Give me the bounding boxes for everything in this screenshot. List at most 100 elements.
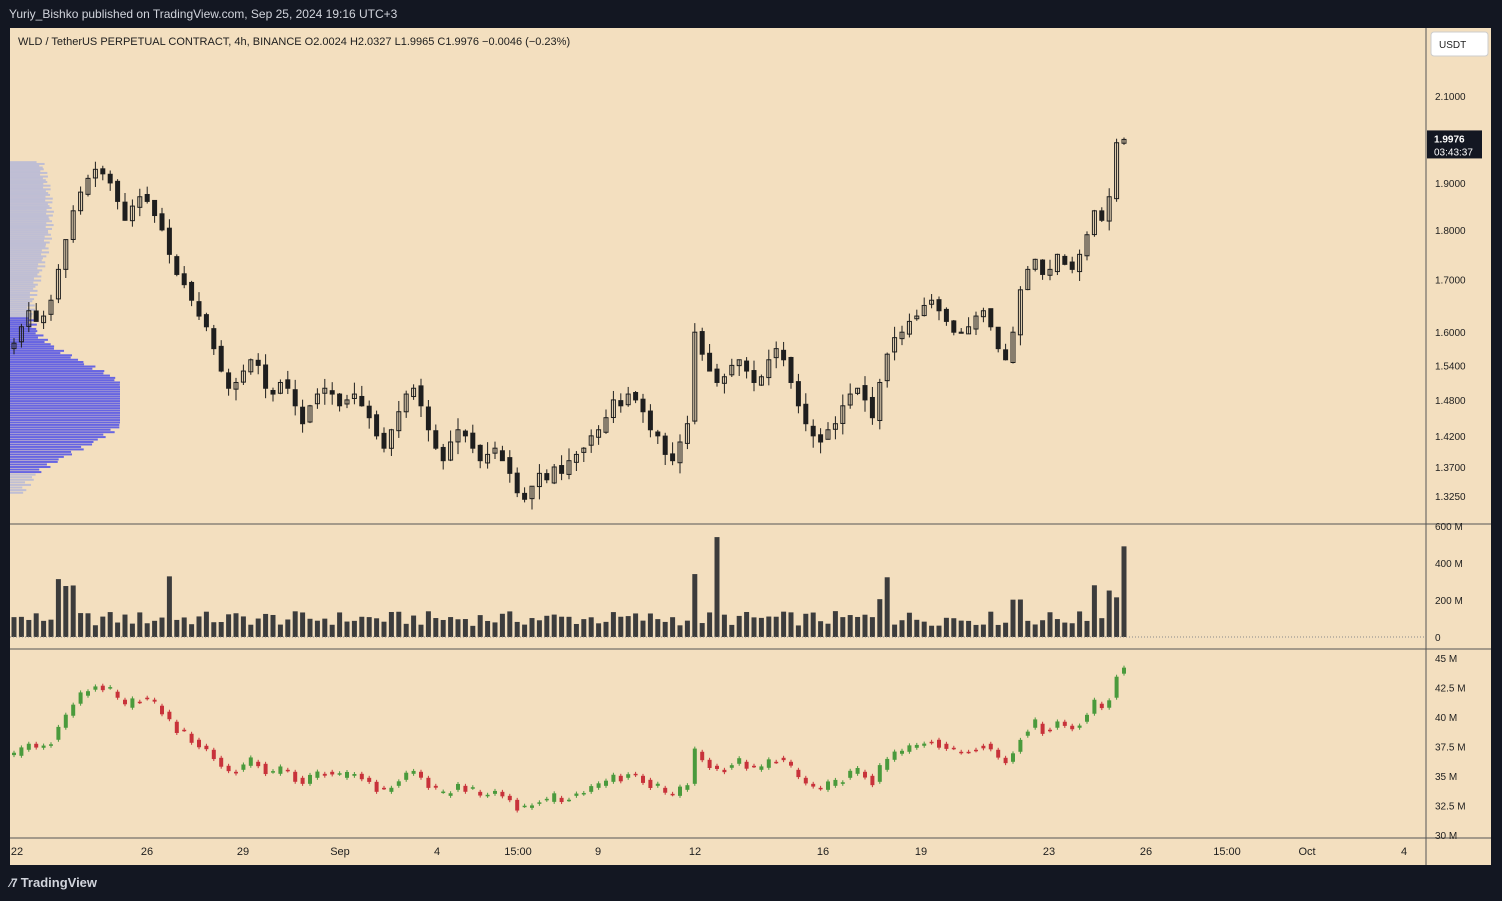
- volume-profile-row: [10, 296, 30, 299]
- volume-profile-row: [10, 448, 84, 451]
- volume-profile-row: [10, 239, 44, 242]
- time-tick-label: 19: [915, 846, 927, 858]
- price-candle-body: [551, 466, 557, 484]
- volume-bar: [137, 612, 143, 637]
- volume-profile-row: [10, 438, 98, 441]
- oi-candle-body: [618, 775, 623, 782]
- oi-candle-body: [241, 764, 246, 770]
- volume-profile-row: [10, 315, 32, 318]
- volume-profile-row: [10, 173, 41, 176]
- price-candle-body: [559, 465, 565, 474]
- oi-candle-body: [1122, 667, 1126, 674]
- oi-candle-body: [848, 770, 853, 778]
- volume-profile-row: [10, 186, 44, 189]
- volume-bar: [929, 625, 935, 637]
- volume-bar: [263, 613, 269, 637]
- oi-candle-body: [752, 765, 756, 768]
- volume-profile-row: [10, 201, 53, 204]
- price-candle-body: [314, 393, 320, 405]
- volume-profile-row: [10, 218, 50, 221]
- oi-candle-body: [41, 745, 46, 748]
- price-candle-body: [381, 432, 387, 449]
- price-candle-body: [1077, 253, 1083, 273]
- volume-profile-row: [10, 374, 110, 377]
- oi-candle-body: [130, 698, 135, 708]
- price-candle-body: [670, 453, 676, 462]
- price-candle-body: [662, 435, 668, 455]
- price-candle-body: [1047, 268, 1053, 276]
- price-candle-body: [189, 281, 195, 301]
- oi-candle-body: [234, 771, 238, 774]
- volume-bar: [1062, 622, 1068, 637]
- volume-bar: [174, 619, 180, 637]
- price-candle-body: [951, 320, 957, 333]
- volume-profile-row: [10, 409, 120, 412]
- volume-profile-row: [10, 436, 106, 439]
- price-candle-body: [818, 434, 824, 443]
- price-candle-body: [411, 387, 417, 398]
- price-candle-body: [159, 213, 165, 231]
- volume-bar: [41, 620, 47, 637]
- volume-bar: [610, 612, 616, 637]
- volume-profile-row: [10, 192, 49, 195]
- price-candle-body: [914, 315, 920, 320]
- price-candle-body: [396, 411, 402, 432]
- oi-candle-body: [93, 686, 98, 690]
- volume-profile-row: [10, 388, 120, 391]
- volume-profile-row: [10, 489, 27, 492]
- publish-line: Yuriy_Bishko published on TradingView.co…: [9, 7, 398, 21]
- volume-bar: [485, 620, 491, 637]
- volume-bar: [1032, 624, 1038, 637]
- volume-profile-row: [10, 397, 120, 400]
- volume-bar: [18, 616, 24, 637]
- volume-profile-row: [10, 426, 120, 429]
- volume-bar: [655, 619, 661, 637]
- volume-bar: [647, 613, 653, 637]
- oi-candle-body: [855, 768, 860, 774]
- chart-frame[interactable]: [10, 28, 1491, 865]
- volume-profile-row: [10, 400, 120, 403]
- volume-profile-row: [10, 381, 120, 384]
- price-candle-body: [980, 310, 986, 318]
- oi-candle-body: [559, 797, 564, 803]
- oi-candle-body: [1003, 757, 1008, 764]
- price-candle-body: [1069, 261, 1075, 270]
- oi-candle-body: [781, 757, 786, 761]
- volume-bar: [366, 617, 372, 637]
- price-candle-body: [781, 349, 787, 361]
- volume-profile-row: [10, 291, 30, 294]
- price-candle-body: [351, 393, 357, 400]
- price-candle-body: [203, 314, 209, 328]
- oi-candle-body: [507, 795, 512, 801]
- price-candle-body: [448, 441, 454, 461]
- price-candle-body: [522, 492, 528, 500]
- oi-candle-body: [870, 775, 875, 786]
- price-candle-body: [226, 372, 232, 389]
- price-candle-body: [240, 370, 246, 383]
- volume-profile-row: [10, 177, 43, 180]
- volume-bar: [218, 622, 224, 637]
- price-candle-body: [825, 429, 831, 440]
- oi-candle-body: [766, 759, 771, 768]
- volume-bar: [581, 619, 587, 637]
- volume-profile-row: [10, 182, 44, 185]
- price-candle-body: [211, 328, 217, 350]
- volume-bar: [633, 613, 639, 637]
- volume-profile-row: [10, 251, 50, 254]
- oi-candle-body: [1040, 723, 1045, 734]
- price-candle-body: [884, 353, 890, 382]
- oi-candle-body: [789, 761, 793, 766]
- volume-profile-row: [10, 483, 32, 486]
- volume-bar: [936, 625, 942, 637]
- time-tick-label: 16: [817, 846, 829, 858]
- volume-profile-row: [10, 302, 30, 305]
- volume-profile-row: [10, 181, 48, 184]
- oi-candle-body: [160, 705, 164, 715]
- oi-candle-body: [914, 744, 919, 748]
- volume-bar: [107, 612, 113, 637]
- footer[interactable]: ⁄7 TradingView: [10, 873, 97, 893]
- volume-profile-row: [10, 458, 59, 461]
- oi-candle-body: [419, 771, 423, 778]
- price-candle-body: [707, 352, 713, 372]
